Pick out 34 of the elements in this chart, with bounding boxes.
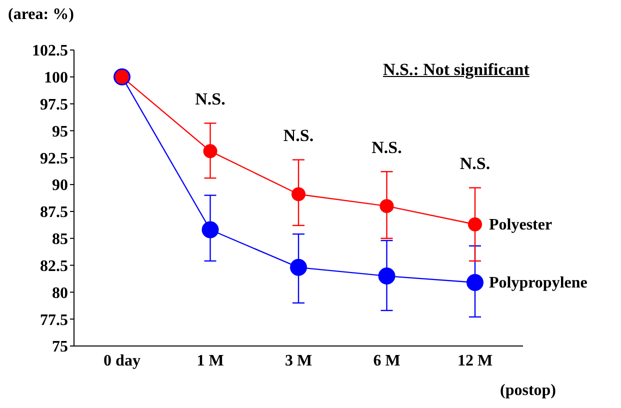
annotation: N.S. xyxy=(460,154,490,174)
x-tick-label: 3 M xyxy=(284,352,312,370)
annotation: N.S. xyxy=(372,138,402,157)
x-tick-label: 12 M xyxy=(457,352,493,370)
x-axis-title: (postop) xyxy=(500,382,556,400)
series-label: Polypropylene xyxy=(489,274,588,292)
y-tick-label: 77.5 xyxy=(40,312,68,329)
annotation: N.S. xyxy=(195,89,226,108)
y-tick-label: 90 xyxy=(52,177,68,194)
point xyxy=(203,144,218,158)
point xyxy=(378,268,396,285)
y-tick-label: 75 xyxy=(52,338,68,356)
point xyxy=(380,199,394,214)
y-tick-label: 102.5 xyxy=(32,42,68,60)
y-tick-label: 100 xyxy=(44,70,68,87)
y-tick-label: 85 xyxy=(52,231,68,248)
x-tick-label: 0 day xyxy=(104,352,140,370)
y-tick-label: 95 xyxy=(52,123,68,140)
point xyxy=(290,258,307,276)
x-tick-label: 1 M xyxy=(196,352,224,370)
point xyxy=(202,221,219,238)
y-tick-label: 82.5 xyxy=(40,258,68,275)
series-label: Polyester xyxy=(489,216,552,234)
annotation: N.S. xyxy=(283,126,314,146)
x-tick-label: 6 M xyxy=(373,352,400,370)
point xyxy=(466,274,484,291)
y-axis-title: (area: %) xyxy=(8,6,74,24)
y-tick-label: 80 xyxy=(52,284,68,302)
y-tick-label: 97.5 xyxy=(40,96,68,114)
annotation: N.S.: Not significant xyxy=(383,60,530,80)
y-tick-label: 92.5 xyxy=(40,150,68,168)
y-tick-label: 87.5 xyxy=(40,204,68,222)
point xyxy=(292,187,306,202)
point xyxy=(468,217,482,232)
